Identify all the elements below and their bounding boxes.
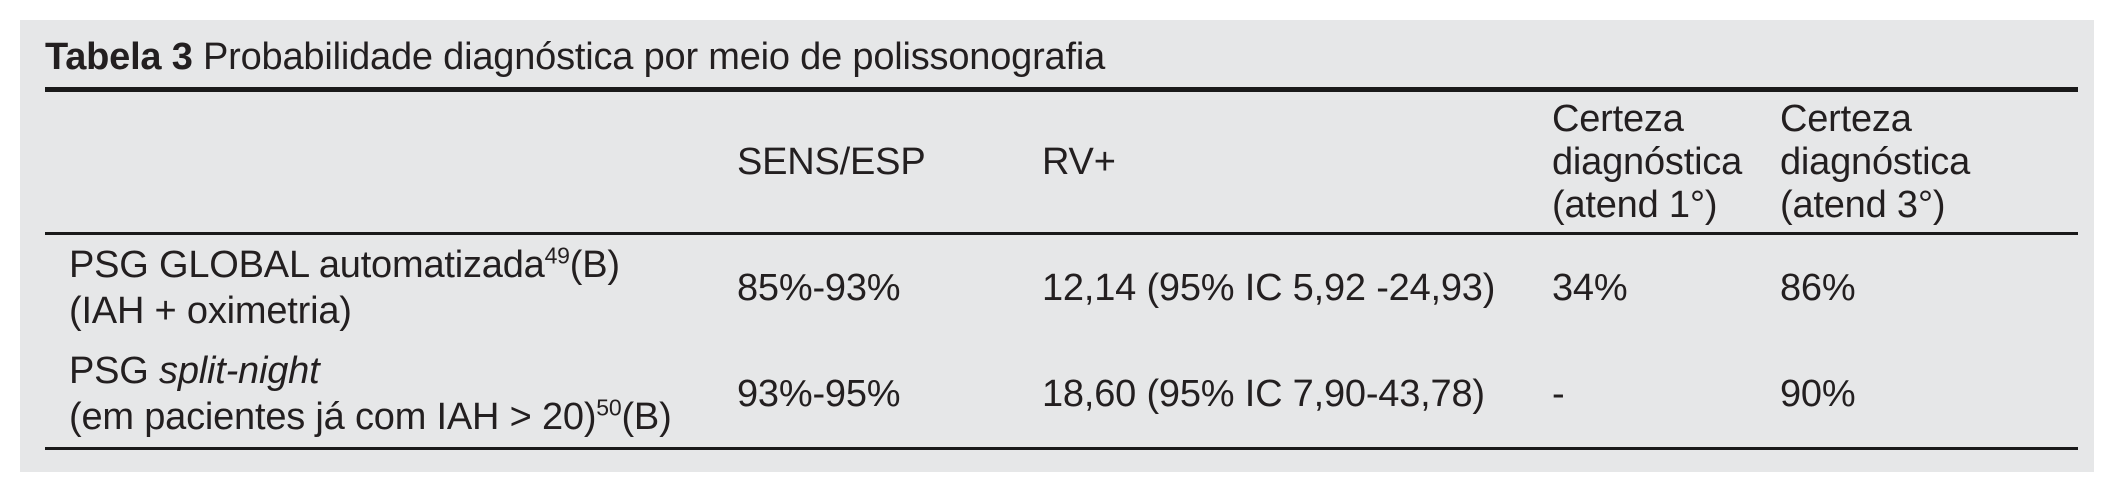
- cell-certeza-atend1: -: [1552, 373, 1565, 415]
- table-caption: Tabela 3 Probabilidade diagnóstica por m…: [45, 33, 2078, 81]
- table-number: Tabela 3: [45, 36, 193, 78]
- evidence-grade: (B): [569, 244, 620, 286]
- row-label-psg-split-night: PSG split-night (em pacientes já com IAH…: [45, 341, 737, 449]
- column-header-certeza-atend1: Certeza diagnóstica (atend 1°): [1552, 98, 1743, 226]
- table-panel: Tabela 3 Probabilidade diagnóstica por m…: [20, 20, 2094, 472]
- cell-certeza-atend1: 34%: [1552, 267, 1628, 309]
- row-label-line2: (IAH + oximetria): [69, 290, 352, 332]
- column-header-sens-esp: SENS/ESP: [737, 141, 926, 183]
- cell-sens-esp: 93%-95%: [737, 373, 901, 415]
- reference-superscript: 49: [544, 242, 570, 269]
- diagnostic-probability-table: SENS/ESP RV+ Certeza diagnóstica (atend …: [45, 87, 2078, 450]
- cell-sens-esp: 85%-93%: [737, 267, 901, 309]
- row-label-line1: PSG: [69, 350, 160, 392]
- row-label-italic-term: split-night: [159, 350, 320, 392]
- cell-rv-plus: 12,14 (95% IC 5,92 -24,93): [1042, 267, 1496, 309]
- column-header-certeza-atend3: Certeza diagnóstica (atend 3°): [1780, 98, 1971, 226]
- cell-certeza-atend3: 86%: [1780, 267, 1856, 309]
- column-header-method: [45, 90, 737, 234]
- row-label-line2: (em pacientes já com IAH > 20): [69, 396, 597, 438]
- row-label-line1: PSG GLOBAL automatizada: [69, 244, 545, 286]
- header-row: SENS/ESP RV+ Certeza diagnóstica (atend …: [45, 90, 2078, 234]
- table-row-psg-split-night: PSG split-night (em pacientes já com IAH…: [45, 341, 2078, 449]
- reference-superscript: 50: [596, 394, 622, 421]
- row-label-psg-global: PSG GLOBAL automatizada49(B) (IAH + oxim…: [45, 234, 737, 342]
- column-header-rv-plus: RV+: [1042, 141, 1116, 183]
- cell-certeza-atend3: 90%: [1780, 373, 1856, 415]
- evidence-grade: (B): [621, 396, 672, 438]
- table-caption-text: Probabilidade diagnóstica por meio de po…: [192, 36, 1106, 78]
- table-row-psg-global: PSG GLOBAL automatizada49(B) (IAH + oxim…: [45, 234, 2078, 342]
- cell-rv-plus: 18,60 (95% IC 7,90-43,78): [1042, 373, 1485, 415]
